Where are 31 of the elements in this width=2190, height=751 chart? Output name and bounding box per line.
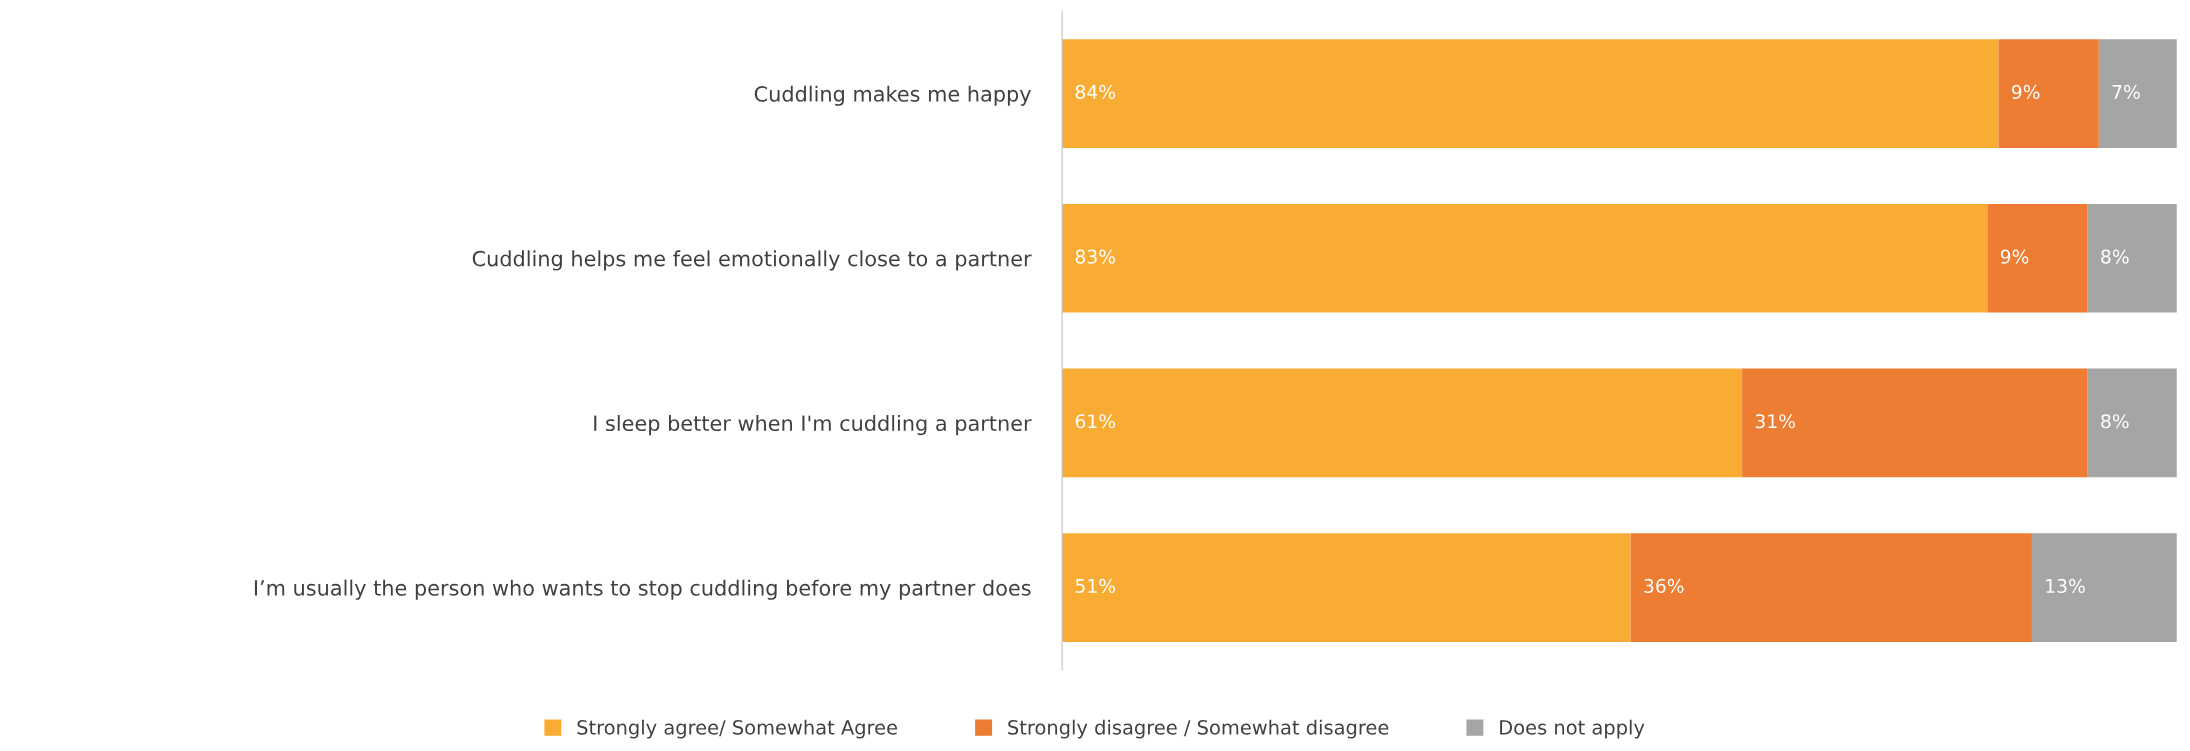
legend-label: Does not apply: [1500, 719, 1645, 739]
y-tick-label: I sleep better when I'm cuddling a partner: [594, 414, 1032, 436]
bar: [2087, 368, 2177, 478]
bar: [2031, 533, 2177, 642]
bar: [1987, 203, 2088, 313]
data-label: 31%: [1755, 414, 1796, 429]
y-tick-label: I’m usually the person who wants to stop cuddling before my partner does: [254, 579, 1031, 600]
legend-label: Strongly disagree / Somewhat disagree: [1008, 719, 1389, 739]
data-label: 7%: [2112, 84, 2140, 100]
bar: [1998, 39, 2099, 148]
data-label: 84%: [1075, 84, 1116, 100]
bar: [2098, 39, 2177, 148]
data-label: 13%: [2046, 578, 2085, 593]
data-label: 9%: [2011, 84, 2040, 100]
data-label: 36%: [1644, 578, 1684, 593]
data-label: 83%: [1075, 249, 1116, 264]
bar: [1062, 39, 1999, 148]
data-label: 61%: [1075, 414, 1116, 429]
bar: [1630, 533, 2032, 642]
bar: [1062, 368, 1743, 478]
data-label: 8%: [2101, 414, 2129, 429]
data-label: 8%: [2101, 249, 2129, 264]
y-tick-label: Cuddling helps me feel emotionally close to a partner: [472, 250, 1032, 271]
bar: [1742, 368, 2088, 478]
bar: [1062, 533, 1631, 642]
bar: [2087, 203, 2177, 313]
y-tick-label: Cuddling makes me happy: [754, 85, 1031, 106]
data-label: 51%: [1075, 578, 1116, 593]
legend-label: Strongly agree/ Somewhat Agree: [577, 719, 898, 739]
data-label: 9%: [2000, 249, 2029, 264]
bar: [1062, 203, 1988, 313]
